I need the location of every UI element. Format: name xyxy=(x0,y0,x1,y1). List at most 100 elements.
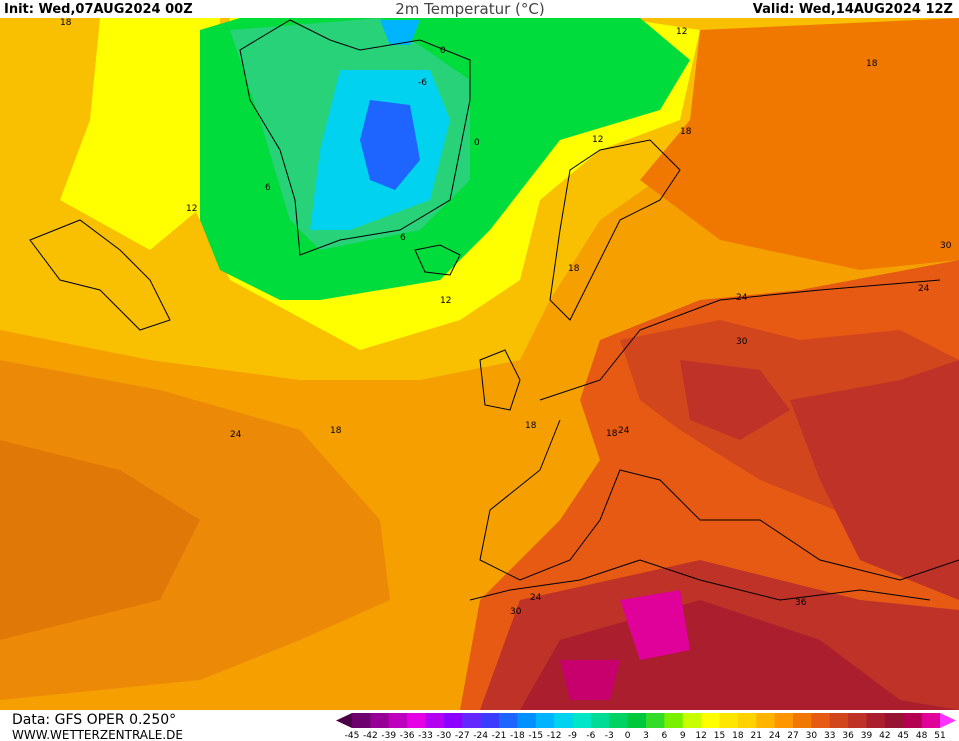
colorbar-segment xyxy=(884,713,904,728)
contour-label: -6 xyxy=(418,78,427,88)
colorbar-segment xyxy=(590,713,610,728)
colorbar-label: -39 xyxy=(381,731,396,741)
colorbar-segment xyxy=(848,713,867,728)
colorbar-label: 30 xyxy=(806,731,818,741)
colorbar-segment xyxy=(737,713,757,728)
colorbar-segment xyxy=(480,713,500,728)
colorbar-arrow xyxy=(336,713,352,728)
colorbar-segment xyxy=(811,713,831,728)
colorbar-label: 33 xyxy=(824,731,835,741)
colorbar-segment xyxy=(664,713,684,728)
colorbar-label: -3 xyxy=(605,731,614,741)
contour-label: 0 xyxy=(474,138,480,148)
colorbar-label: 36 xyxy=(842,731,854,741)
colorbar-label: -33 xyxy=(418,731,433,741)
website: WWW.WETTERZENTRALE.DE xyxy=(12,728,183,741)
colorbar-segment xyxy=(609,713,629,728)
colorbar-label: -24 xyxy=(473,731,488,741)
colorbar-label: 18 xyxy=(732,731,744,741)
colorbar-label: -18 xyxy=(510,731,525,741)
colorbar-label: 0 xyxy=(625,731,631,741)
colorbar-segment xyxy=(425,713,445,728)
colorbar-label: 42 xyxy=(879,731,890,741)
colorbar-segment xyxy=(370,713,390,728)
colorbar-label: -15 xyxy=(528,731,543,741)
colorbar-segment xyxy=(921,713,941,728)
colorbar-segment xyxy=(793,713,812,728)
colorbar-segment xyxy=(682,713,702,728)
valid-time: Valid: Wed,14AUG2024 12Z xyxy=(753,2,953,17)
colorbar-arrow xyxy=(940,713,956,728)
colorbar-label: -30 xyxy=(437,731,452,741)
colorbar-segment xyxy=(701,713,720,728)
contour-label: 12 xyxy=(440,296,451,306)
contour-label: 30 xyxy=(510,607,522,617)
colorbar-label: 9 xyxy=(680,731,686,741)
colorbar-label: 21 xyxy=(751,731,762,741)
colorbar-label: -27 xyxy=(455,731,470,741)
contour-label: 18 xyxy=(60,18,72,28)
colorbar-label: -9 xyxy=(568,731,577,741)
colorbar-label: -45 xyxy=(345,731,360,741)
colorbar-segment xyxy=(407,713,426,728)
colorbar-label: -12 xyxy=(547,731,562,741)
contour-label: 24 xyxy=(230,430,242,440)
colorbar-segment xyxy=(903,713,923,728)
colorbar-segment xyxy=(774,713,794,728)
colorbar-label: 48 xyxy=(916,731,928,741)
contour-label: 18 xyxy=(330,426,342,436)
colorbar-label: 3 xyxy=(643,731,649,741)
contour-label: 30 xyxy=(940,241,952,251)
contour-label: 24 xyxy=(530,593,542,603)
colorbar-label: 45 xyxy=(898,731,909,741)
contour-label: 12 xyxy=(676,27,687,37)
colorbar-label: -42 xyxy=(363,731,378,741)
colorbar: -45 -42 -39 -36 -33 -30 -27 -24 -21 -18 -15 -12 -9 -6… xyxy=(336,713,956,741)
colorbar-segment xyxy=(572,713,592,728)
colorbar-label: 51 xyxy=(934,731,945,741)
colorbar-segment xyxy=(535,713,555,728)
colorbar-segment xyxy=(352,713,371,728)
contour-label: 30 xyxy=(736,337,748,347)
map-title: 2m Temperatur (°C) xyxy=(395,0,545,18)
colorbar-segment xyxy=(388,713,408,728)
colorbar-segment xyxy=(829,713,849,728)
colorbar-segment xyxy=(462,713,482,728)
colorbar-segment xyxy=(756,713,776,728)
colorbar-label: 27 xyxy=(787,731,798,741)
colorbar-label: 15 xyxy=(714,731,725,741)
init-time: Init: Wed,07AUG2024 00Z xyxy=(4,2,193,17)
contour-label: 36 xyxy=(795,598,807,608)
colorbar-label: -6 xyxy=(586,731,595,741)
contour-label: 24 xyxy=(618,426,630,436)
contour-label: 18 xyxy=(866,59,878,69)
colorbar-segment xyxy=(499,713,518,728)
contour-label: 12 xyxy=(186,204,197,214)
colorbar-segment xyxy=(627,713,647,728)
contour-label: 0 xyxy=(440,46,446,56)
colorbar-label: 12 xyxy=(695,731,706,741)
map xyxy=(0,18,959,710)
contour-label: 6 xyxy=(265,183,271,193)
contour-label: 24 xyxy=(918,284,930,294)
colorbar-segment xyxy=(443,713,463,728)
colorbar-segment xyxy=(866,713,886,728)
contour-label: 18 xyxy=(568,264,580,274)
data-source: Data: GFS OPER 0.250° xyxy=(12,712,176,728)
colorbar-segment xyxy=(517,713,537,728)
colorbar-segment xyxy=(646,713,665,728)
contour-label: 12 xyxy=(592,135,603,145)
colorbar-segment xyxy=(719,713,739,728)
colorbar-label: 6 xyxy=(662,731,668,741)
contour-label: 18 xyxy=(606,429,618,439)
contour-label: 18 xyxy=(525,421,537,431)
header-bar xyxy=(0,0,959,18)
contour-label: 6 xyxy=(400,233,406,243)
colorbar-label: 24 xyxy=(769,731,781,741)
colorbar-segment xyxy=(554,713,573,728)
colorbar-label: -21 xyxy=(492,731,507,741)
colorbar-label: -36 xyxy=(400,731,415,741)
contour-label: 18 xyxy=(680,127,692,137)
